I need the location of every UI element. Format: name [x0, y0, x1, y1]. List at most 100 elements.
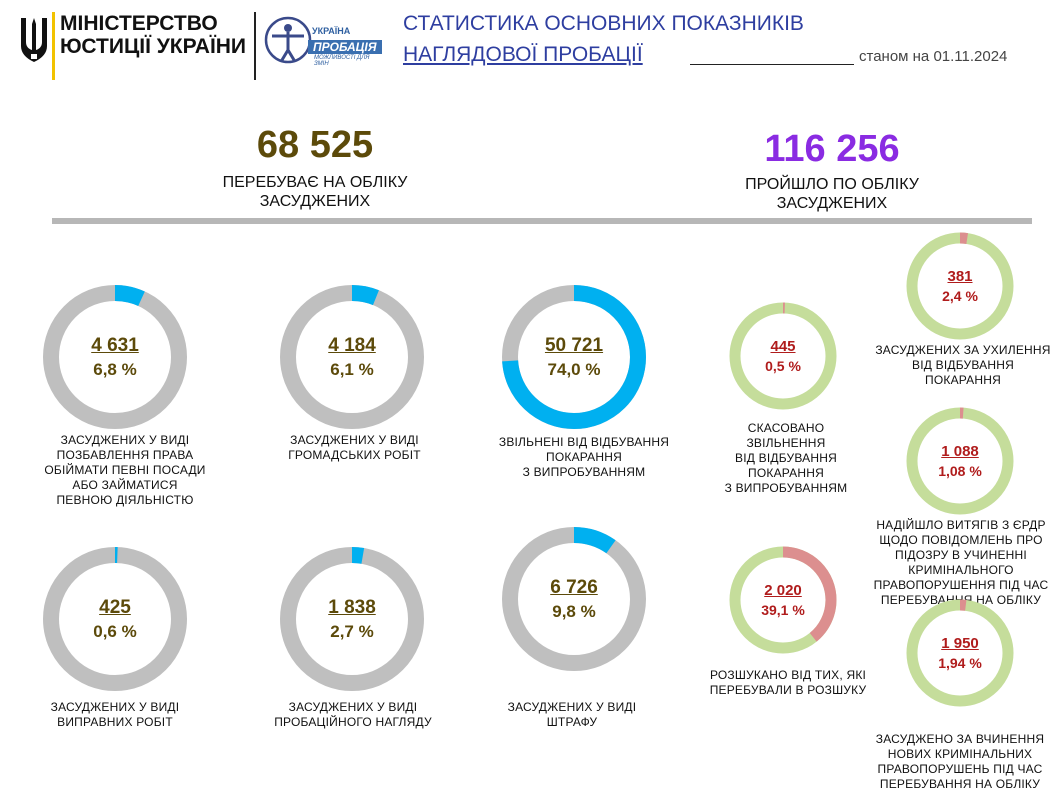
donut-share-segment — [43, 285, 187, 429]
donut-base-ring — [43, 547, 187, 691]
donut-caption-line: ЗАСУДЖЕНИХ У ВИДІ — [290, 433, 419, 447]
donut-value: 445 — [770, 338, 796, 355]
donut-value: 381 — [947, 268, 973, 285]
donut-share-segment — [43, 547, 187, 691]
donut-value: 1 088 — [941, 443, 979, 460]
donut-share-segment — [502, 285, 646, 429]
donut-caption: СКАСОВАНО ЗВІЛЬНЕННЯ ВІД ВІДБУВАННЯ ПОКАРАН… — [716, 421, 856, 496]
donut-share-segment — [729, 546, 837, 654]
as-of-date: станом на 01.11.2024 — [859, 48, 1008, 65]
donut-value: 4 184 — [328, 335, 376, 356]
donut-base-ring — [906, 232, 1014, 340]
donut-caption-line: НАДІЙШЛО ВИТЯГІВ З ЄРДР — [876, 518, 1046, 532]
donut-percent: 2,7 % — [330, 622, 374, 641]
donut-base-ring — [502, 527, 646, 671]
donut-share-segment — [502, 527, 646, 671]
donut-base-ring — [729, 302, 837, 410]
donut-value: 425 — [99, 597, 131, 618]
logo-text-3: МОЖЛИВОСТІ ДЛЯ ЗМІН — [314, 55, 370, 67]
left-total-label-line-1: ПЕРЕБУВАЄ НА ОБЛІКУ — [222, 174, 408, 191]
donut-chart-11 — [906, 599, 1014, 707]
donut-share-segment — [729, 302, 837, 410]
donut-caption-line: ПЕРЕБУВАННЯ НА ОБЛІКУ — [879, 777, 1041, 791]
donut-caption-line: ЗАСУДЖЕНИХ У ВИДІ — [507, 700, 637, 714]
donut-chart-5 — [280, 547, 424, 691]
donut-chart-6 — [502, 527, 646, 671]
probation-logo: УКРАЇНА ПРОБАЦІЯ МОЖЛИВОСТІ ДЛЯ ЗМІН — [264, 14, 384, 67]
donut-caption-line: ПІДОЗРУ В УЧИНЕННІ — [895, 548, 1027, 562]
donut-caption-line: РОЗШУКАНО ВІД ТИХ, ЯКІ — [709, 668, 867, 682]
ministry-name: МІНІСТЕРСТВО ЮСТИЦІЇ УКРАЇНИ — [60, 12, 246, 58]
donut-caption-line: ПРОБАЦІЙНОГО НАГЛЯДУ — [274, 715, 432, 729]
donut-value: 6 726 — [550, 577, 598, 598]
right-total-label-line-2: ЗАСУДЖЕНИХ — [776, 195, 888, 212]
donut-value: 50 721 — [544, 335, 604, 356]
donut-base-ring — [906, 407, 1014, 515]
donut-caption: ЗАСУДЖЕНО ЗА ВЧИНЕННЯ НОВИХ КРИМІНАЛЬНИХ П… — [870, 732, 1050, 792]
right-total-label: ПРОЙШЛО ПО ОБЛІКУ ЗАСУДЖЕНИХ — [682, 175, 982, 213]
donut-percent: 1,94 % — [938, 655, 982, 671]
donut-caption-line: ЗВІЛЬНЕННЯ — [746, 436, 826, 450]
donut-caption-line: ЗАСУДЖЕНО ЗА ВЧИНЕННЯ — [875, 732, 1045, 746]
logo-text-1: УКРАЇНА — [312, 26, 351, 36]
probation-logo-icon — [264, 16, 382, 64]
donut-chart-3 — [502, 285, 646, 429]
title-line-1: СТАТИСТИКА ОСНОВНИХ ПОКАЗНИКІВ — [403, 12, 804, 35]
donut-base-ring — [280, 285, 424, 429]
donut-value: 1 838 — [328, 597, 376, 618]
donut-chart-2 — [280, 285, 424, 429]
donut-caption-line: ПОЗБАВЛЕННЯ ПРАВА — [56, 448, 194, 462]
title-line-2: НАГЛЯДОВОЇ ПРОБАЦІЇ — [403, 43, 643, 66]
donut-caption: ЗАСУДЖЕНИХ У ВИДІ ПОЗБАВЛЕННЯ ПРАВА ОБІЙМА… — [40, 433, 210, 508]
donut-base-ring — [280, 547, 424, 691]
donut-chart-7 — [729, 302, 837, 410]
donut-caption-line: З ВИПРОБУВАННЯМ — [522, 465, 646, 479]
donut-caption-line: ОБІЙМАТИ ПЕВНІ ПОСАДИ — [44, 463, 206, 477]
right-total-value: 116 256 — [764, 128, 900, 170]
donut-share-segment — [280, 547, 424, 691]
donut-percent: 6,1 % — [330, 360, 374, 379]
donut-caption: ЗАСУДЖЕНИХ У ВИДІ ВИПРАВНИХ РОБІТ — [40, 700, 190, 730]
donut-chart-10 — [906, 407, 1014, 515]
donut-percent: 2,4 % — [942, 288, 978, 304]
donut-share-segment — [906, 407, 1014, 515]
donut-share-segment — [906, 232, 1014, 340]
donut-chart-1 — [43, 285, 187, 429]
donut-caption-line: ЗАСУДЖЕНИХ У ВИДІ — [288, 700, 418, 714]
donut-caption-line: ЗАСУДЖЕНИХ У ВИДІ — [60, 433, 190, 447]
donut-chart-9 — [906, 232, 1014, 340]
donut-caption-line: ПРАВОПОРУШЕНЬ ПІД ЧАС — [877, 762, 1043, 776]
donut-caption-line: ВИПРАВНИХ РОБІТ — [57, 715, 173, 729]
donut-caption-line: З ВИПРОБУВАННЯМ — [724, 481, 848, 495]
donut-value: 4 631 — [91, 335, 139, 356]
donut-value: 1 950 — [941, 635, 979, 652]
page-title: СТАТИСТИКА ОСНОВНИХ ПОКАЗНИКІВ НАГЛЯДОВО… — [403, 8, 804, 70]
donut-base-ring — [906, 599, 1014, 707]
donut-value: 2 020 — [764, 582, 802, 599]
donut-caption-line: ЩОДО ПОВІДОМЛЕНЬ ПРО — [879, 533, 1043, 547]
donut-caption: ЗАСУДЖЕНИХ У ВИДІ ГРОМАДСЬКИХ РОБІТ — [272, 433, 437, 463]
coat-of-arms-icon — [21, 18, 47, 62]
donut-caption-line: ПРАВОПОРУШЕННЯ ПІД ЧАС — [873, 578, 1049, 592]
donut-caption-line: ЗАСУДЖЕНИХ ЗА УХИЛЕННЯ — [875, 343, 1051, 357]
donut-caption-line: ВІД ВІДБУВАННЯ — [912, 358, 1014, 372]
donut-caption-line: ПОКАРАННЯ — [925, 373, 1001, 387]
header-divider — [254, 12, 256, 80]
donut-share-segment — [280, 285, 424, 429]
donut-share-segment — [906, 599, 1014, 707]
donut-percent: 1,08 % — [938, 463, 982, 479]
donut-percent: 9,8 % — [552, 602, 596, 621]
donut-caption-line: ШТРАФУ — [546, 715, 598, 729]
donut-percent: 0,6 % — [93, 622, 137, 641]
donut-caption-line: НОВИХ КРИМІНАЛЬНИХ — [887, 747, 1033, 761]
donut-chart-4 — [43, 547, 187, 691]
donut-caption-line: ПЕВНОЮ ДІЯЛЬНІСТЮ — [56, 493, 194, 507]
donut-caption-line: СКАСОВАНО — [747, 421, 825, 435]
donut-base-ring — [43, 285, 187, 429]
section-divider — [52, 218, 1032, 224]
donut-percent: 74,0 % — [547, 360, 601, 379]
donut-caption-line: ЗАСУДЖЕНИХ У ВИДІ — [50, 700, 180, 714]
flag-stripe — [52, 12, 55, 80]
left-total-value: 68 525 — [256, 124, 374, 166]
donut-chart-8 — [729, 546, 837, 654]
